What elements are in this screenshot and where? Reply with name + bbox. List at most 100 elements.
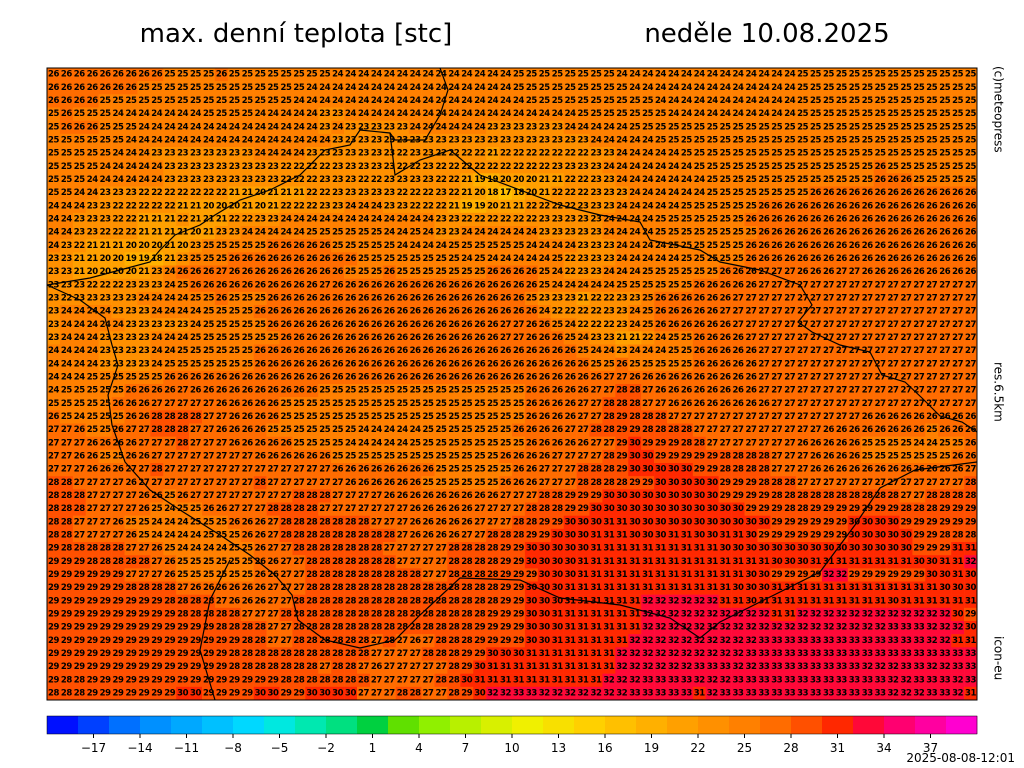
grid-value: 25 bbox=[229, 109, 241, 119]
grid-value: 26 bbox=[797, 241, 809, 251]
grid-value: 24 bbox=[681, 96, 693, 106]
grid-value: 23 bbox=[48, 267, 60, 277]
grid-value: 25 bbox=[900, 135, 912, 145]
grid-value: 24 bbox=[177, 135, 189, 145]
grid-value: 24 bbox=[668, 201, 680, 211]
grid-value: 26 bbox=[345, 320, 357, 330]
grid-value: 23 bbox=[48, 254, 60, 264]
grid-value: 26 bbox=[306, 267, 318, 277]
grid-value: 26 bbox=[707, 280, 719, 290]
grid-cell bbox=[227, 81, 242, 95]
grid-value: 25 bbox=[203, 83, 215, 93]
grid-cell bbox=[214, 81, 229, 95]
grid-value: 27 bbox=[797, 293, 809, 303]
grid-value: 25 bbox=[384, 241, 396, 251]
grid-value: 27 bbox=[862, 280, 874, 290]
grid-value: 22 bbox=[539, 162, 551, 172]
grid-value: 21 bbox=[74, 267, 86, 277]
grid-cell bbox=[137, 81, 151, 95]
grid-value: 26 bbox=[745, 241, 757, 251]
grid-value: 25 bbox=[565, 96, 577, 106]
grid-value: 26 bbox=[823, 241, 835, 251]
grid-value: 21 bbox=[138, 214, 150, 224]
grid-cell bbox=[395, 81, 409, 95]
grid-value: 25 bbox=[590, 70, 602, 80]
grid-value: 25 bbox=[900, 149, 912, 159]
grid-value: 26 bbox=[733, 280, 745, 290]
grid-value: 24 bbox=[784, 96, 796, 106]
grid-cell bbox=[395, 68, 409, 82]
grid-value: 24 bbox=[616, 228, 628, 238]
grid-value: 25 bbox=[810, 175, 822, 185]
grid-value: 24 bbox=[655, 201, 667, 211]
grid-value: 26 bbox=[900, 175, 912, 185]
grid-value: 26 bbox=[268, 346, 280, 356]
grid-value: 21 bbox=[113, 241, 125, 251]
grid-value: 25 bbox=[823, 162, 835, 172]
grid-value: 23 bbox=[48, 280, 60, 290]
grid-value: 21 bbox=[203, 228, 215, 238]
grid-value: 23 bbox=[345, 122, 357, 132]
grid-value: 23 bbox=[397, 175, 409, 185]
grid-value: 25 bbox=[681, 214, 693, 224]
grid-cell bbox=[744, 68, 758, 82]
grid-value: 23 bbox=[332, 149, 344, 159]
grid-value: 24 bbox=[655, 333, 667, 343]
grid-value: 24 bbox=[629, 241, 641, 251]
grid-value: 24 bbox=[229, 135, 241, 145]
grid-value: 26 bbox=[875, 175, 887, 185]
grid-cell bbox=[85, 81, 99, 95]
grid-value: 24 bbox=[448, 122, 460, 132]
grid-value: 24 bbox=[151, 109, 163, 119]
grid-value: 27 bbox=[900, 307, 912, 317]
grid-value: 23 bbox=[74, 214, 86, 224]
grid-value: 24 bbox=[48, 346, 60, 356]
grid-value: 27 bbox=[875, 293, 887, 303]
grid-value: 25 bbox=[306, 70, 318, 80]
grid-value: 25 bbox=[965, 83, 977, 93]
grid-value: 24 bbox=[268, 149, 280, 159]
grid-value: 25 bbox=[539, 96, 551, 106]
grid-value: 26 bbox=[332, 267, 344, 277]
grid-value: 23 bbox=[487, 122, 499, 132]
grid-value: 27 bbox=[758, 307, 770, 317]
grid-value: 26 bbox=[293, 280, 305, 290]
grid-value: 26 bbox=[513, 267, 525, 277]
grid-value: 26 bbox=[113, 83, 125, 93]
grid-cell bbox=[460, 68, 474, 82]
grid-cell bbox=[137, 68, 151, 82]
grid-value: 22 bbox=[306, 188, 318, 198]
grid-value: 25 bbox=[216, 83, 228, 93]
grid-value: 23 bbox=[319, 201, 331, 211]
grid-value: 25 bbox=[965, 70, 977, 80]
grid-value: 24 bbox=[190, 307, 202, 317]
grid-value: 24 bbox=[668, 254, 680, 264]
grid-value: 25 bbox=[655, 135, 667, 145]
grid-value: 23 bbox=[590, 188, 602, 198]
grid-value: 27 bbox=[733, 307, 745, 317]
grid-value: 24 bbox=[61, 320, 73, 330]
grid-value: 24 bbox=[61, 346, 73, 356]
grid-value: 26 bbox=[113, 70, 125, 80]
grid-value: 26 bbox=[655, 320, 667, 330]
grid-value: 24 bbox=[74, 333, 86, 343]
grid-value: 25 bbox=[784, 175, 796, 185]
grid-cell bbox=[176, 81, 190, 95]
grid-value: 26 bbox=[461, 293, 473, 303]
grid-value: 26 bbox=[900, 267, 912, 277]
grid-value: 23 bbox=[578, 135, 590, 145]
grid-value: 26 bbox=[474, 333, 486, 343]
grid-value: 25 bbox=[616, 96, 628, 106]
grid-value: 23 bbox=[48, 293, 60, 303]
grid-value: 22 bbox=[474, 149, 486, 159]
value-grid: 26 26 26 26 26 26 26 26 26 25 25 25 25 26 25 25 25 25 25 25… bbox=[47, 68, 977, 700]
grid-value: 23 bbox=[371, 135, 383, 145]
grid-value: 25 bbox=[552, 254, 564, 264]
grid-value: 25 bbox=[707, 135, 719, 145]
grid-value: 24 bbox=[771, 83, 783, 93]
grid-value: 24 bbox=[681, 70, 693, 80]
grid-value: 25 bbox=[733, 188, 745, 198]
grid-value: 25 bbox=[926, 175, 938, 185]
grid-value: 23 bbox=[100, 201, 112, 211]
grid-value: 25 bbox=[939, 162, 951, 172]
